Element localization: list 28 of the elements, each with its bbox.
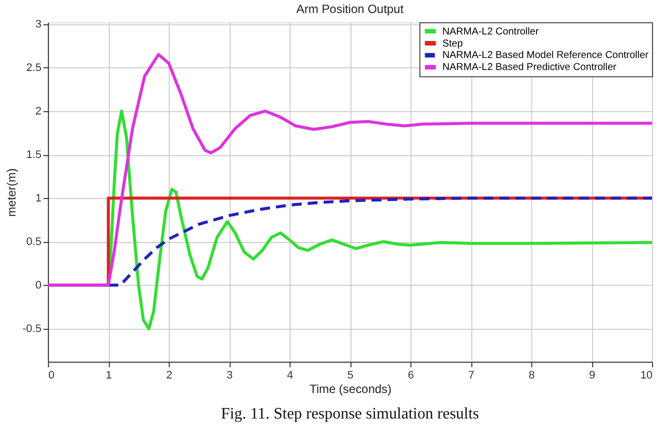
y-tick-label: 1 <box>35 192 42 205</box>
x-tick-label: 2 <box>166 369 172 382</box>
legend-label: NARMA-L2 Based Predictive Controller <box>442 62 617 74</box>
y-tick-label: -0.5 <box>22 323 42 336</box>
x-tick-label: 10 <box>640 369 653 382</box>
x-tick-label: 6 <box>408 369 414 382</box>
y-tick-label: 0.5 <box>26 236 42 248</box>
x-tick-label: 5 <box>347 369 354 382</box>
y-tick-label: 1.5 <box>26 149 42 162</box>
caption: Fig. 11. Step response simulation results <box>220 406 479 423</box>
y-tick-label: 3 <box>35 18 42 31</box>
x-tick-label: 4 <box>287 369 294 382</box>
x-axis-title: Time (seconds) <box>309 382 392 396</box>
x-tick-label: 8 <box>528 369 535 382</box>
legend-label: NARMA-L2 Controller <box>442 26 540 38</box>
x-tick-label: 7 <box>468 369 474 382</box>
x-tick-label: 1 <box>106 369 112 382</box>
y-tick-label: 0 <box>35 280 42 292</box>
y-tick-label: 2.5 <box>26 62 42 74</box>
legend-label: NARMA-L2 Based Model Reference Controller <box>442 50 650 62</box>
y-tick-label: 2 <box>35 106 42 118</box>
x-tick-label: 9 <box>589 369 596 382</box>
line-series <box>48 52 652 287</box>
x-tick-label: 0 <box>48 369 55 382</box>
chart-title: Arm Position Output <box>296 2 404 16</box>
legend-label: Step <box>442 38 464 50</box>
y-axis-title: meter(m) <box>4 168 19 217</box>
x-tick-label: 3 <box>226 369 233 382</box>
